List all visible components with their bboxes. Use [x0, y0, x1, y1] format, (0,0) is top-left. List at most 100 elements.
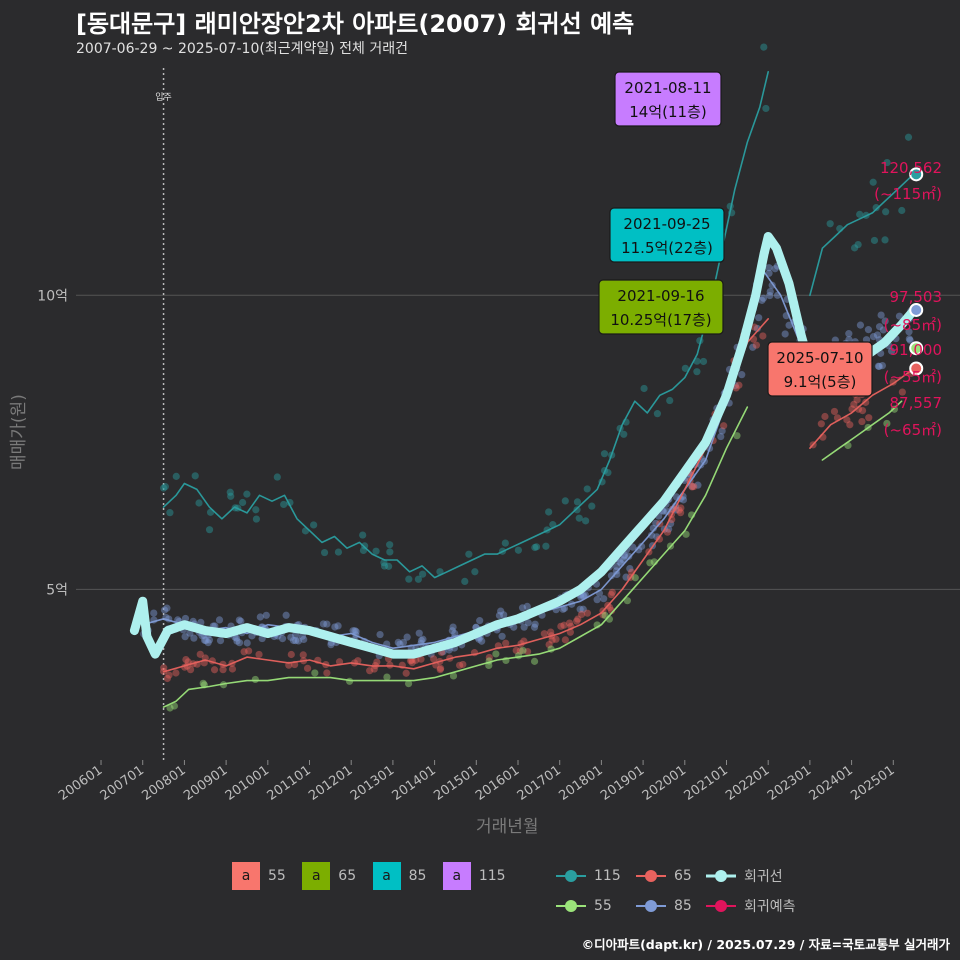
- scatter-point-65: [210, 666, 219, 674]
- scatter-point-65: [830, 407, 839, 416]
- scatter-point-115: [542, 542, 550, 550]
- scatter-point-85: [878, 362, 887, 370]
- scatter-point-115: [575, 514, 583, 522]
- scatter-point-65: [303, 664, 312, 672]
- scatter-point-85: [451, 629, 459, 638]
- y-tick-label: 10억: [37, 288, 68, 304]
- x-tick-label: 202401: [807, 763, 856, 804]
- scatter-point-115: [310, 521, 318, 529]
- scatter-point-85: [524, 619, 532, 627]
- scatter-point-65: [172, 669, 180, 677]
- scatter-point-85: [717, 432, 725, 441]
- line-legend-label-55: 55: [594, 898, 612, 914]
- scatter-point-85: [262, 611, 270, 619]
- scatter-point-115: [898, 206, 906, 215]
- move-in-label: 입주: [155, 91, 172, 103]
- x-tick-label: 201301: [348, 763, 397, 804]
- scatter-point-85: [879, 326, 887, 334]
- scatter-point-115: [243, 490, 251, 498]
- scatter-point-65: [245, 647, 253, 655]
- scatter-point-115: [869, 178, 877, 186]
- scatter-point-65: [565, 619, 574, 627]
- annotation-price: 9.1억(5층): [784, 373, 857, 391]
- scatter-point-115: [385, 562, 393, 570]
- annotation-date: 2021-09-25: [623, 215, 710, 233]
- scatter-point-115: [380, 562, 389, 570]
- scatter-point-85: [665, 525, 673, 533]
- annotation-box: [598, 279, 724, 335]
- forecast-point-65: [909, 361, 924, 376]
- scatter-point-85: [510, 623, 518, 631]
- x-tick-label: 200701: [98, 763, 147, 804]
- scatter-point-65: [430, 655, 438, 663]
- scatter-point-115: [501, 539, 509, 547]
- scatter-point-85: [781, 330, 789, 338]
- scatter-point-85: [235, 639, 244, 647]
- scatter-point-55: [631, 574, 639, 582]
- x-tick-label: 201201: [306, 763, 355, 804]
- scatter-point-65: [850, 400, 858, 408]
- scatter-point-85: [877, 311, 885, 319]
- scatter-point-55: [166, 704, 174, 712]
- scatter-point-65: [759, 332, 767, 340]
- scatter-point-85: [300, 635, 308, 644]
- scatter-point-115: [531, 543, 539, 552]
- y-axis-label: 매매가(원): [9, 394, 29, 470]
- legend-key-55: a: [232, 862, 260, 890]
- scatter-point-115: [582, 517, 590, 525]
- scatter-point-55: [530, 657, 539, 665]
- scatter-point-65: [160, 664, 168, 672]
- scatter-point-55: [492, 650, 500, 658]
- legend-item-55: a 55: [232, 862, 286, 890]
- scatter-point-85: [638, 542, 646, 550]
- scatter-point-85: [399, 638, 408, 647]
- scatter-point-65: [821, 412, 829, 421]
- legend-key-65: a: [302, 862, 331, 890]
- scatter-point-85: [612, 567, 620, 575]
- line-legend-label-regression: 회귀선: [744, 869, 783, 885]
- scatter-point-65: [854, 405, 863, 413]
- x-tick-label: 200901: [181, 763, 230, 804]
- scatter-point-85: [906, 336, 914, 344]
- scatter-point-65: [182, 655, 190, 664]
- scatter-point-85: [204, 639, 212, 647]
- scatter-point-115: [573, 506, 581, 514]
- scatter-point-115: [881, 236, 889, 244]
- legend-line-icon-115: [556, 870, 586, 882]
- x-tick-label: 201901: [598, 763, 647, 804]
- scatter-point-65: [853, 396, 861, 404]
- scatter-point-55: [404, 679, 413, 688]
- scatter-point-85: [500, 611, 508, 619]
- scatter-point-85: [607, 572, 616, 580]
- scatter-point-65: [688, 483, 696, 491]
- scatter-point-65: [287, 650, 295, 659]
- scatter-point-65: [437, 664, 445, 672]
- scatter-point-85: [476, 617, 484, 625]
- legend-line-icon-regression: [706, 870, 736, 882]
- scatter-point-65: [843, 416, 851, 424]
- scatter-point-85: [600, 595, 608, 603]
- y-axis-ticks: 5억 10억: [37, 288, 68, 598]
- x-tick-label: 201701: [515, 763, 564, 804]
- scatter-point-65: [817, 420, 825, 428]
- scatter-point-115: [514, 546, 522, 554]
- scatter-point-115: [872, 204, 880, 212]
- forecast-area-label: (~115㎡): [874, 185, 942, 203]
- scatter-point-115: [386, 548, 394, 556]
- scatter-point-65: [548, 636, 556, 644]
- scatter-point-115: [239, 498, 247, 507]
- scatter-point-115: [471, 568, 479, 576]
- scatter-point-85: [905, 335, 913, 343]
- grid-lines: [76, 294, 960, 590]
- scatter-point-85: [235, 616, 243, 624]
- scatter-point-85: [256, 613, 264, 621]
- scatter-point-115: [573, 498, 582, 506]
- legend-line-icon-85: [636, 900, 666, 912]
- scatter-point-85: [753, 324, 761, 333]
- scatter-point-65: [163, 674, 171, 683]
- scatter-point-85: [531, 620, 539, 628]
- scatter-point-115: [359, 531, 367, 539]
- scatter-point-85: [888, 347, 896, 355]
- scatter-point-115: [850, 244, 859, 252]
- forecast-area-label: (~65㎡): [884, 421, 942, 439]
